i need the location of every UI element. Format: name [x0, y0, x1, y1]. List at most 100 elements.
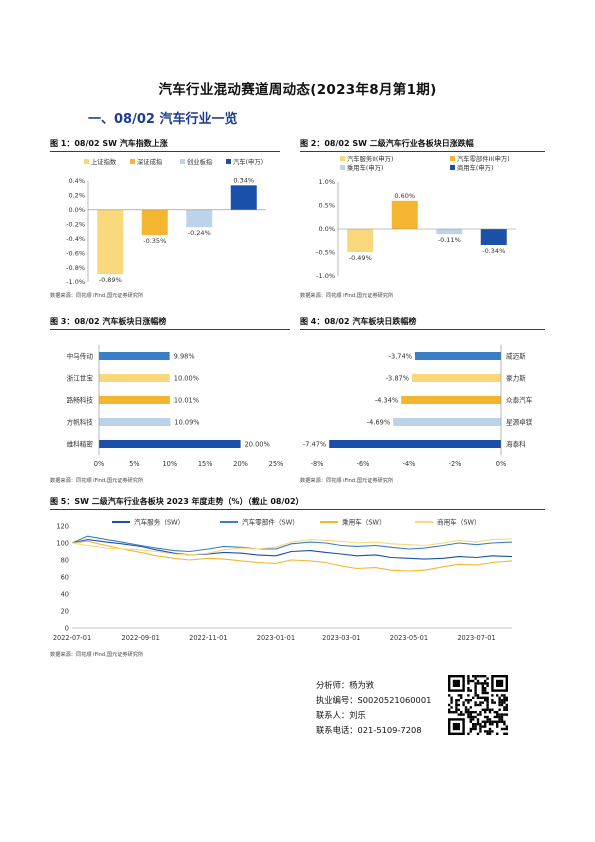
qr-module [476, 703, 480, 707]
qr-module [486, 699, 489, 702]
qr-module [503, 727, 506, 731]
qr-module [474, 725, 477, 728]
data-label: -3.74% [389, 353, 412, 361]
data-label: -7.47% [303, 441, 326, 449]
qr-module [472, 727, 475, 731]
x-tick-label: 25% [269, 460, 284, 468]
qr-module [474, 694, 477, 697]
legend-swatch [340, 156, 345, 161]
qr-module [469, 720, 472, 723]
qr-module [479, 682, 482, 685]
qr-module [479, 703, 482, 707]
bar [186, 209, 213, 228]
fig3-chart: 中马传动 9.98% 浙江世宝 10.00% 路畅科技 10.01% 方帆科技 10.09% 维… [67, 345, 284, 468]
qr-module [472, 711, 475, 714]
qr-module [493, 720, 496, 723]
qr-module [486, 715, 489, 719]
qr-module [484, 679, 487, 683]
qr-module [457, 703, 460, 707]
qr-module [491, 701, 494, 704]
fig2-title: 图 2：08/02 SW 二级汽车行业各板块日涨跌幅 [300, 139, 474, 148]
qr-module [503, 723, 506, 726]
qr-module [496, 720, 499, 723]
qr-module [481, 725, 484, 728]
qr-module [464, 706, 468, 709]
qr-module [469, 699, 472, 702]
qr-module [474, 691, 477, 695]
bar [401, 396, 501, 404]
legend-swatch [450, 165, 455, 170]
category-label: 维科精密 [67, 440, 94, 449]
qr-module [498, 696, 501, 699]
y-tick-label: 40 [61, 590, 69, 598]
qr-module [500, 718, 504, 721]
qr-module [484, 675, 487, 678]
bar [329, 440, 501, 448]
qr-module [484, 711, 487, 714]
qr-module [462, 713, 465, 716]
qr-module [457, 699, 460, 702]
qr-module [472, 696, 475, 699]
data-label: -0.24% [188, 229, 211, 237]
qr-module [462, 703, 465, 707]
qr-module [503, 706, 506, 709]
bar [99, 374, 170, 382]
qr-module [486, 696, 489, 699]
fig3-title: 图 3：08/02 汽车板块日涨幅榜 [50, 317, 167, 326]
qr-module [467, 689, 470, 692]
qr-module [491, 723, 494, 726]
qr-module [505, 708, 508, 711]
bar [230, 185, 257, 210]
qr-module [448, 694, 451, 697]
qr-module [486, 701, 489, 704]
qr-module [486, 706, 489, 709]
y-tick-label: 0.2% [68, 192, 85, 200]
qr-module [491, 699, 494, 702]
legend-swatch [180, 159, 185, 164]
x-tick-label: 5% [129, 460, 139, 468]
series-line [71, 538, 513, 556]
qr-module [469, 718, 472, 721]
qr-module [493, 701, 496, 704]
qr-module [488, 730, 492, 733]
qr-module [479, 723, 482, 726]
qr-module [474, 727, 477, 731]
legend-label: 乘用车(申万) [347, 163, 383, 172]
category-label: 海泰科 [506, 440, 526, 449]
qr-module [498, 715, 501, 719]
qr-module [467, 679, 470, 683]
legend-swatch [130, 159, 135, 164]
qr-module [503, 732, 506, 735]
legend-swatch [340, 165, 345, 170]
qr-module [481, 682, 484, 685]
qr-module [500, 715, 504, 719]
qr-module [476, 713, 480, 716]
y-tick-label: 20 [61, 607, 69, 615]
legend-swatch [450, 156, 455, 161]
fig1-source: 数据来源：同花顺 iFind,国元证券研究所 [50, 293, 144, 299]
qr-module [467, 732, 470, 735]
qr-module [484, 723, 487, 726]
qr-module [450, 696, 453, 699]
y-tick-label: 1.0% [318, 178, 335, 186]
data-label: 0.34% [233, 176, 254, 184]
category-label: 中马传动 [67, 352, 94, 361]
qr-module [476, 675, 480, 678]
qr-module [505, 725, 508, 728]
qr-module [450, 706, 453, 709]
y-tick-label: 60 [61, 573, 69, 581]
fig4-rule [300, 329, 545, 330]
qr-module [462, 701, 465, 704]
category-label: 路畅科技 [67, 396, 94, 405]
qr-module [496, 694, 499, 697]
qr-module [496, 732, 499, 735]
fig5-source: 数据来源：同花顺 iFind,国元证券研究所 [50, 652, 144, 658]
data-label: 10.01% [174, 397, 199, 405]
qr-module [486, 718, 489, 721]
qr-module [474, 703, 477, 707]
qr-module [476, 732, 480, 735]
qr-module [455, 699, 458, 702]
qr-module [496, 713, 499, 716]
qr-module [474, 677, 477, 680]
qr-module [484, 687, 487, 690]
